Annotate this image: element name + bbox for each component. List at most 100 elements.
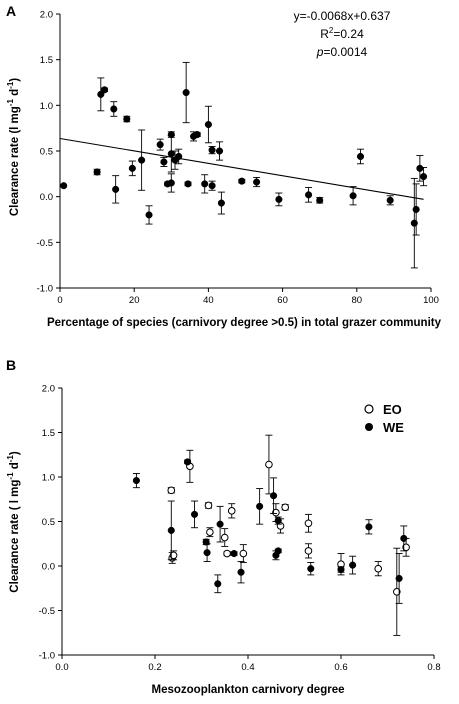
panel-b-we-point [184, 458, 192, 466]
panel-b-eo-point [281, 503, 290, 512]
panel-b-we-point [307, 565, 315, 573]
r-squared-annotation: R2=0.24 [320, 26, 364, 41]
regression-line [59, 137, 424, 200]
panel-b-eo-point [167, 486, 176, 495]
panel-b-we-point [167, 526, 175, 534]
panel-a-data-point [316, 196, 324, 204]
panel-b-y-tick-label: 2.0 [42, 384, 55, 395]
panel-a-data-point [138, 156, 146, 164]
panel-a-data-point [275, 195, 283, 203]
panel-a-data-point [110, 105, 118, 113]
panel-a-ylabel-mid: d [9, 89, 21, 99]
panel-b-we-point [202, 538, 210, 546]
r2-prefix: R [320, 27, 329, 41]
panel-a-y-tick-label: 2.0 [40, 10, 53, 21]
panel-a-data-point [193, 131, 201, 139]
panel-b-we-point [274, 517, 282, 525]
panel-a-x-tick-label: 80 [352, 295, 363, 306]
panel-a-data-point [123, 115, 131, 123]
panel-a-ylabel-sup1: -1 [6, 99, 15, 107]
panel-b-eo-point [304, 519, 313, 528]
panel-b-y-axis-label: Clearance rate ( l mg-1 d-1) [6, 451, 21, 593]
panel-b-ylabel-main: Clearance rate ( l mg [9, 480, 21, 593]
legend-we-label: WE [383, 420, 404, 435]
panel-b-y-tick-label: -0.5 [39, 606, 55, 617]
panel-b-x-tick-label: 0.8 [427, 662, 440, 673]
panel-b-eo-point [220, 533, 229, 542]
panel-b-x-tick-label: 0.2 [148, 662, 161, 673]
p-value-annotation: p=0.0014 [316, 45, 368, 59]
panel-a-x-axis-label: Percentage of species (carnivory degree … [47, 317, 442, 329]
panel-b-we-point [395, 574, 403, 583]
panel-a-data-point [182, 88, 190, 97]
panel-b-we-point [256, 502, 264, 510]
legend-eo-label: EO [383, 402, 402, 417]
panel-a-x-tick-label: 20 [129, 295, 140, 306]
panel-b-we-point [270, 492, 278, 500]
panel-a-x-tick-label: 0 [57, 295, 62, 306]
panel-b-y-tick-label: 1.0 [42, 473, 55, 484]
panel-a-data-point [356, 152, 365, 161]
panel-b-x-tick-label: 0.6 [334, 662, 347, 673]
panel-a-data-point [60, 182, 68, 190]
r2-suffix: =0.24 [333, 27, 364, 41]
panel-a-x-tick-label: 60 [277, 295, 288, 306]
regression-equation: y=-0.0068x+0.637 [294, 9, 391, 23]
panel-a-data-point [128, 164, 136, 172]
panel-a-data-point [349, 192, 357, 200]
panel-b-y-tick-label: 0.0 [42, 562, 55, 573]
panel-a-y-tick-label: -0.5 [37, 238, 53, 249]
panel-a-data-point [208, 182, 216, 190]
panel-b-legend: EO WE [364, 402, 404, 435]
panel-a-data-point [93, 168, 101, 176]
panel-a-data-point [238, 177, 246, 185]
panel-b-ylabel-sup1: -1 [6, 472, 15, 480]
panel-a-data-point [175, 152, 183, 161]
p-suffix: =0.0014 [323, 45, 367, 59]
panel-a-data-point [145, 211, 153, 219]
panel-a-data-point [184, 180, 192, 188]
panel-b-eo-point [272, 508, 280, 517]
panel-b-y-tick-label: 1.5 [42, 428, 55, 439]
panel-b-eo-point [393, 588, 401, 596]
panel-b-we-point [337, 566, 345, 574]
panel-b-x-axis-label: Mesozooplankton carnivory degree [152, 684, 345, 696]
panel-b-ylabel-mid: d [9, 462, 21, 472]
panel-b-we-point [274, 547, 282, 555]
panel-a-y-tick-label: 0.5 [40, 147, 53, 158]
panel-a-y-tick-label: 0.0 [40, 192, 53, 203]
panel-a-data-point [156, 141, 164, 149]
panel-b-eo-point [239, 549, 248, 558]
panel-a-data-point [100, 86, 109, 94]
legend-eo-marker [364, 404, 374, 414]
panel-b-eo-point [227, 507, 236, 515]
panel-b-x-tick-label: 0.4 [241, 662, 254, 673]
panel-b-eo-point [304, 547, 313, 555]
panel-a-data-point [204, 120, 212, 129]
panel-a-data-point [167, 131, 175, 139]
r2-sup: 2 [329, 26, 334, 35]
panel-b-we-point [400, 534, 408, 542]
panel-a-ylabel-main: Clearance rate (l mg [9, 106, 21, 216]
panel-b-we-point [216, 520, 224, 528]
panel-b-eo-point [169, 551, 178, 560]
panel-b-we-point [230, 549, 238, 558]
panel-b-plot: -1.0 -0.5 0.0 0.5 1.0 1.5 2.0 0.0 0.2 0.4 0.6 0.8 [39, 384, 441, 674]
panel-b-we-point [203, 549, 211, 557]
legend-we-marker [365, 423, 373, 431]
panel-b-eo-point [265, 460, 273, 469]
panel-a-data-point [97, 90, 105, 98]
panel-a-x-tick-label: 100 [423, 295, 439, 306]
panel-a-data-point [305, 191, 313, 199]
panel-b-label: B [6, 357, 16, 373]
panel-a-data-point [208, 146, 216, 154]
panel-a-x-tick-label: 40 [203, 295, 214, 306]
panel-a-data-point [420, 173, 428, 181]
panel-a-data-point [160, 158, 168, 166]
panel-b-ylabel-sup2: -1 [6, 455, 15, 463]
panel-a-data-point [201, 180, 209, 188]
panel-a-data-point [416, 164, 424, 172]
panel-b-we-point [365, 523, 373, 531]
panel-a-y-axis-label: Clearance rate (l mg-1 d-1) [6, 78, 21, 216]
